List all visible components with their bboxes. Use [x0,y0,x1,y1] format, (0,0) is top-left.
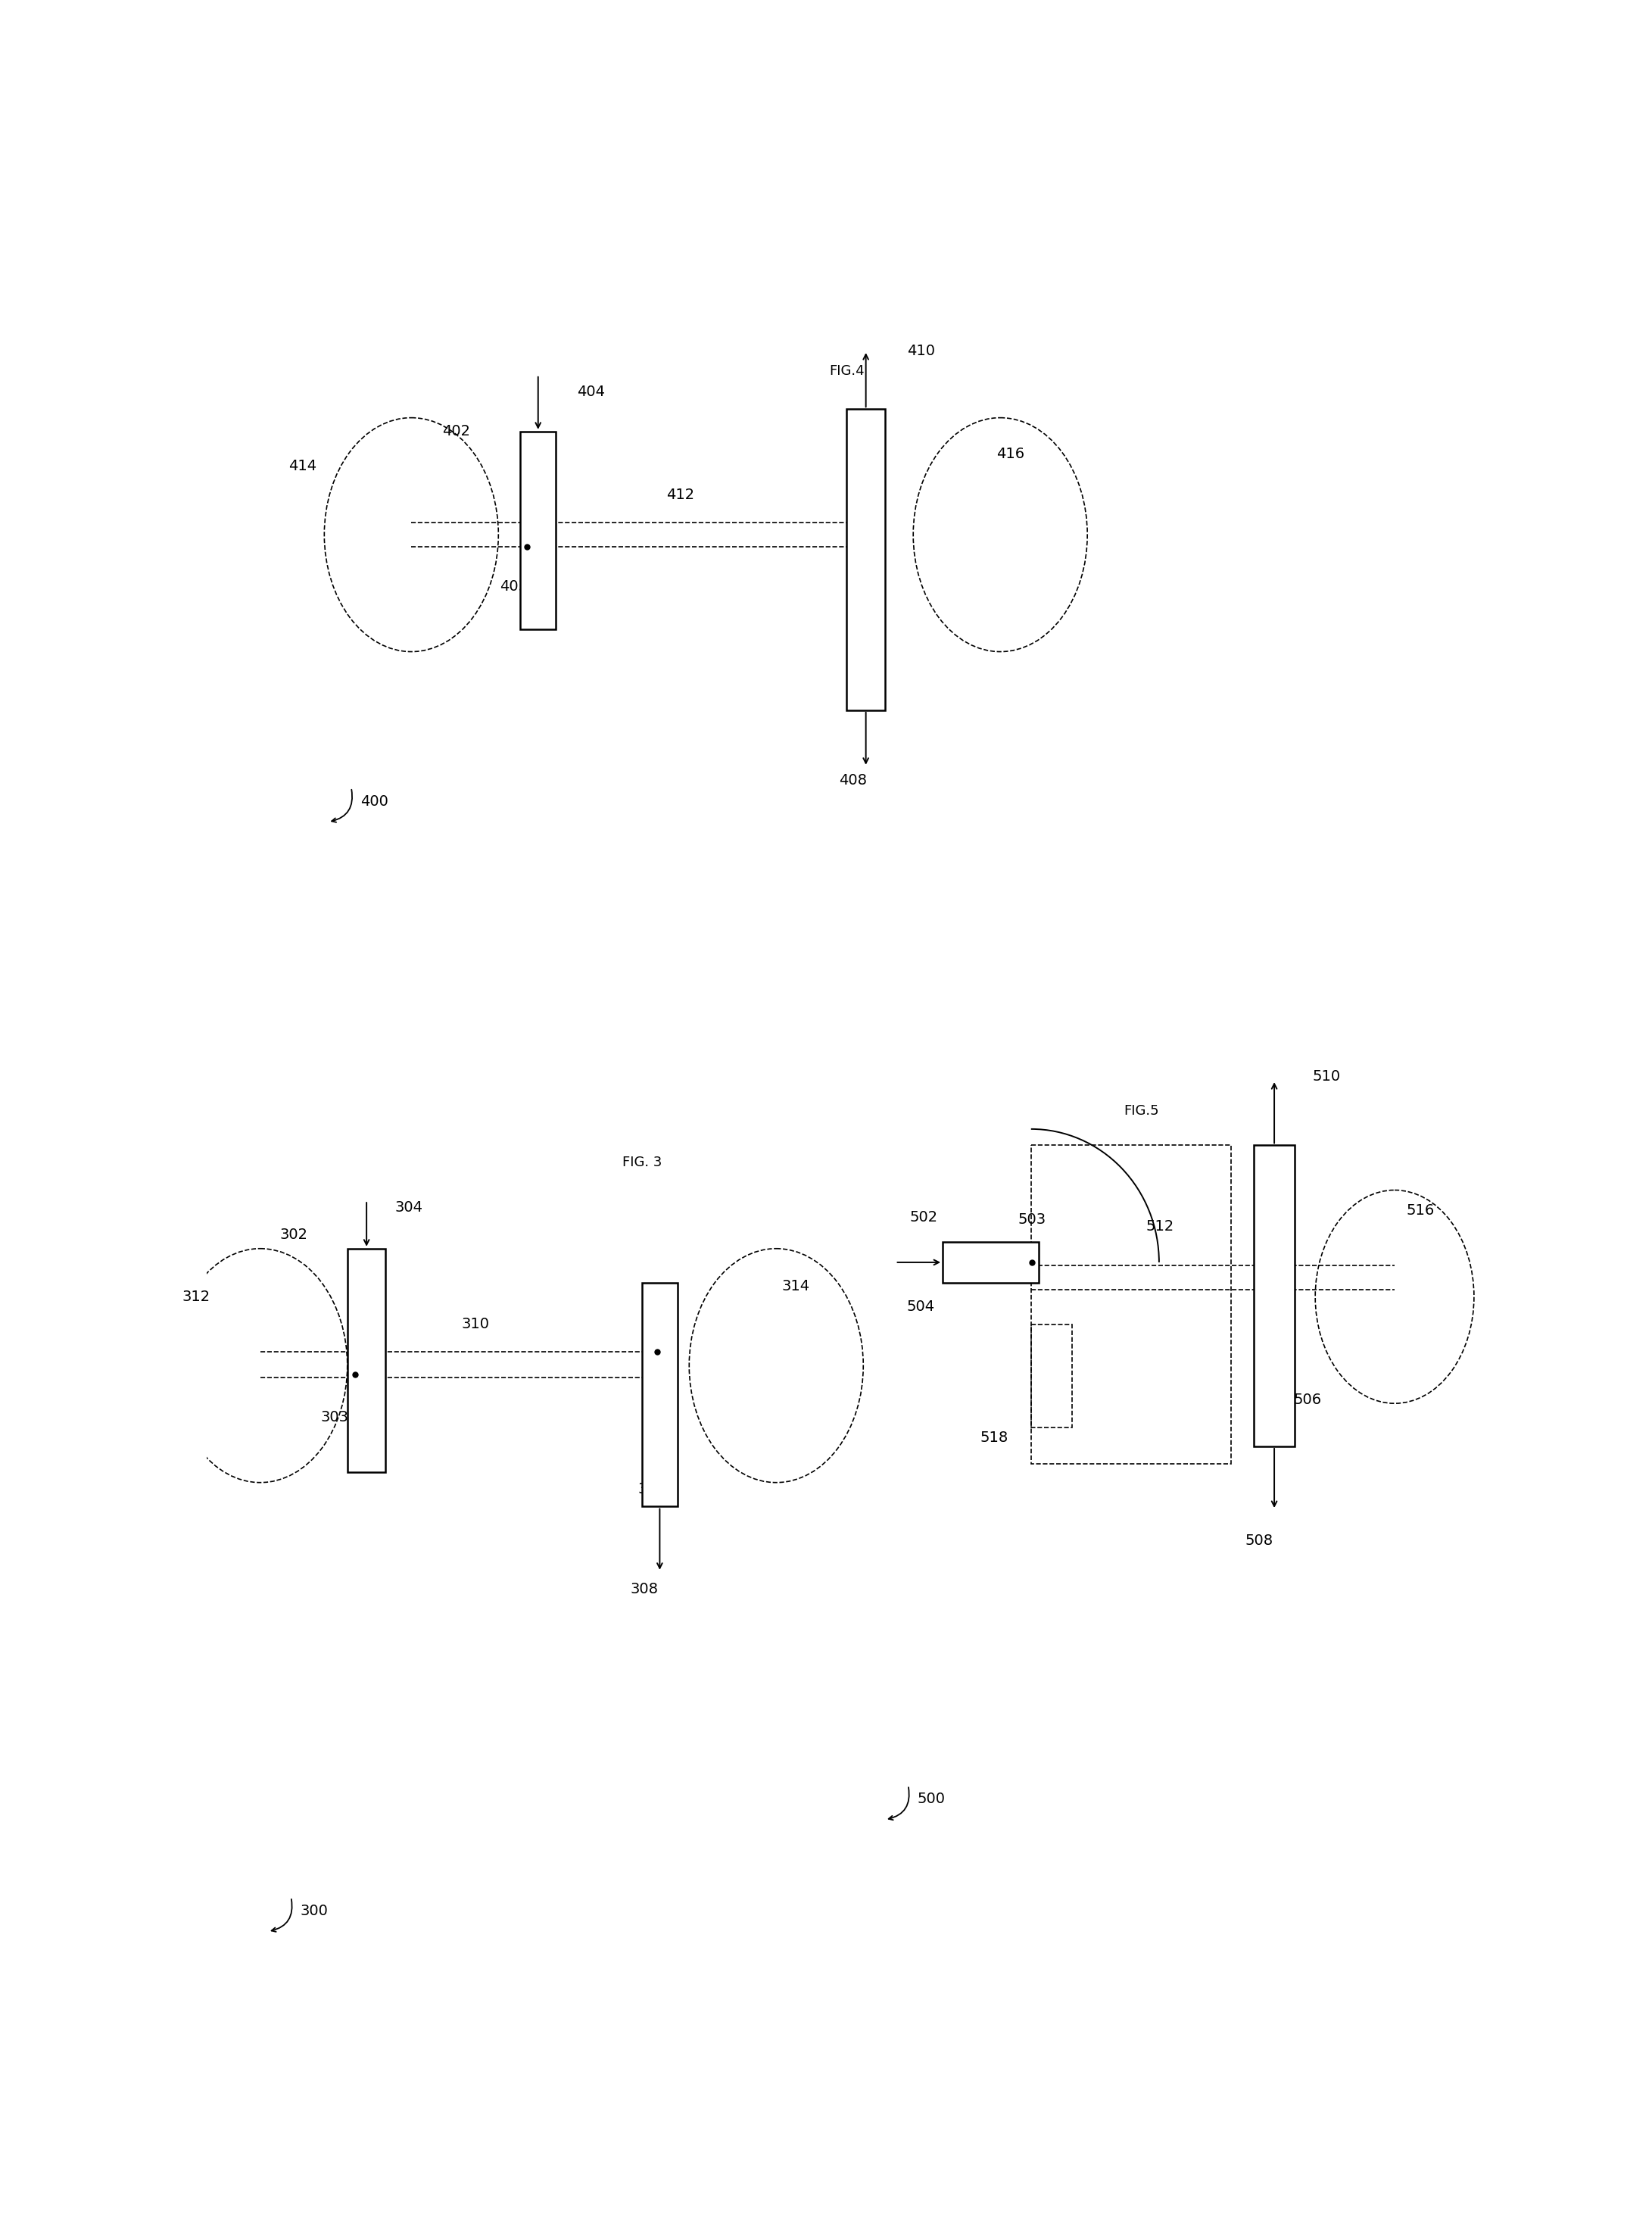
Text: 510: 510 [1313,1070,1341,1083]
Text: 504: 504 [907,1300,935,1314]
Text: 502: 502 [909,1211,938,1224]
Text: 410: 410 [907,344,935,357]
Text: FIG.5: FIG.5 [1123,1104,1158,1117]
Text: 414: 414 [289,458,317,474]
Bar [1254,1146,1295,1445]
Text: 408: 408 [839,773,867,789]
Text: 308: 308 [631,1582,659,1597]
Text: 403: 403 [501,579,527,594]
Bar [943,1242,1039,1282]
Text: FIG.4: FIG.4 [829,364,864,378]
Text: 412: 412 [666,487,694,503]
Text: 503: 503 [1018,1213,1046,1226]
Text: 300: 300 [301,1903,327,1919]
Bar [641,1282,677,1506]
Text: 508: 508 [1246,1535,1274,1548]
Text: 512: 512 [1146,1220,1175,1233]
Bar [520,431,557,630]
Bar [1031,1325,1072,1428]
Bar [847,409,885,710]
Text: FIG. 3: FIG. 3 [621,1155,662,1168]
Text: 506: 506 [1294,1392,1322,1407]
Text: 404: 404 [577,384,605,400]
Text: 302: 302 [279,1229,307,1242]
Text: 310: 310 [461,1318,489,1331]
Text: 500: 500 [917,1792,945,1807]
Bar [347,1249,387,1472]
Text: 416: 416 [996,447,1024,460]
Text: 518: 518 [980,1430,1008,1445]
Text: 402: 402 [443,424,471,438]
Text: 400: 400 [360,793,388,809]
Text: 306: 306 [638,1481,666,1497]
Text: 303: 303 [320,1410,349,1425]
Text: 314: 314 [781,1280,809,1293]
Text: 304: 304 [395,1200,423,1215]
Text: 516: 516 [1406,1204,1434,1218]
Text: 406: 406 [856,594,884,610]
Text: 309: 309 [648,1307,676,1320]
Text: 312: 312 [182,1289,210,1305]
Bar [1031,1146,1231,1463]
